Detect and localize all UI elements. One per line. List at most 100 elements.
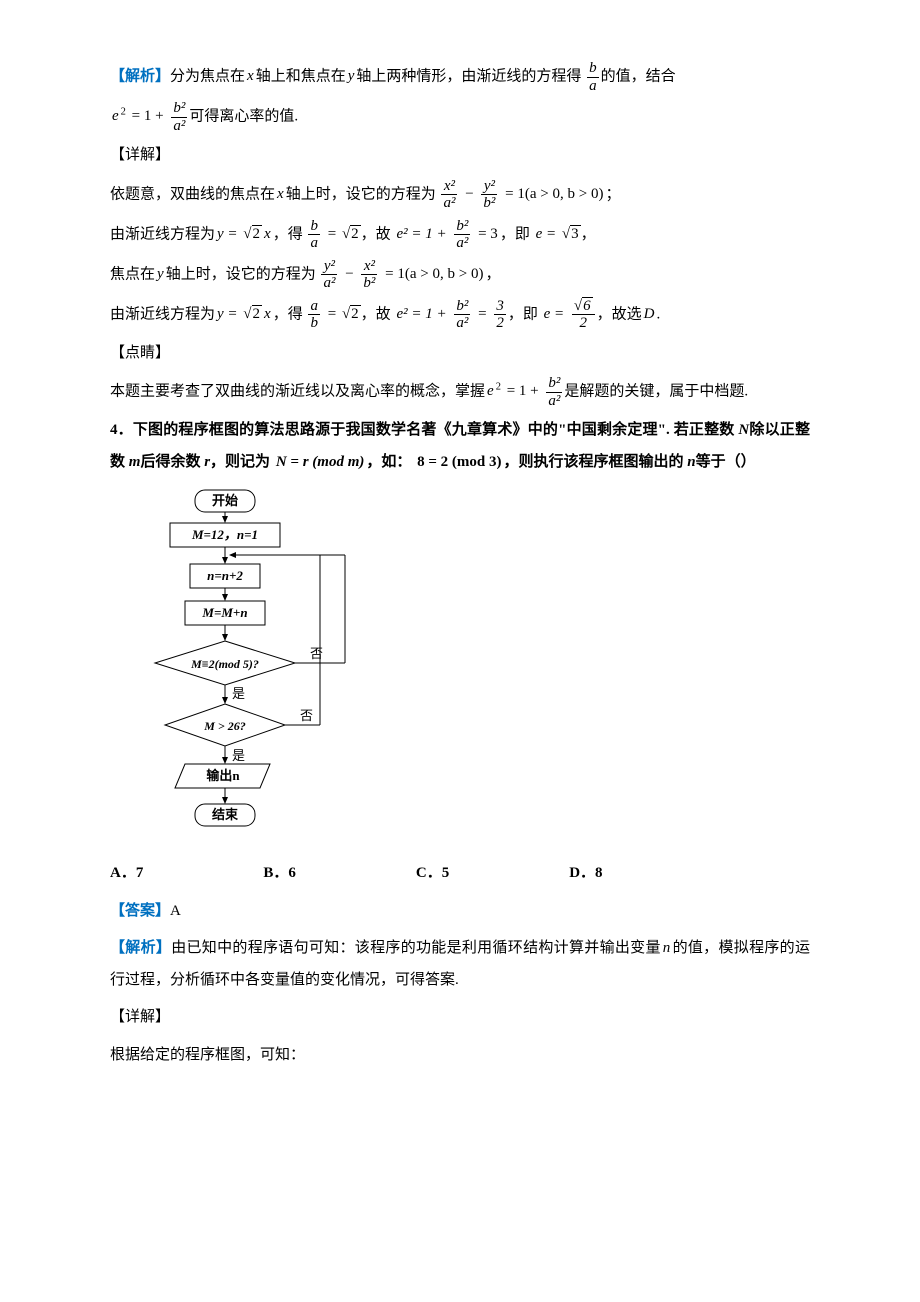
math: = 3 bbox=[472, 226, 499, 242]
fraction: b² a² bbox=[169, 100, 189, 134]
math-eq: = 1(a > 0, b > 0) bbox=[503, 186, 605, 202]
detail2-text: 根据给定的程序框图，可知： bbox=[110, 1040, 810, 1072]
math: e = bbox=[542, 306, 570, 322]
flowchart-svg: 开始 M=12，n=1 n=n+2 M=M+n M≡2(mod 5)? 否 bbox=[150, 488, 380, 848]
text: ，如： bbox=[366, 454, 411, 470]
denominator: b² bbox=[361, 275, 377, 292]
denominator: a bbox=[587, 78, 599, 95]
page: 【解析】分为焦点在x轴上和焦点在y轴上两种情形，由渐近线的方程得 b a 的值，… bbox=[0, 0, 920, 1302]
text: 后得余数 bbox=[140, 454, 200, 470]
text: ； bbox=[605, 186, 620, 202]
sqrt-icon: 6 bbox=[574, 298, 593, 315]
option-b: B．6 bbox=[263, 858, 296, 890]
detail-p1: 依题意，双曲线的焦点在x轴上时，设它的方程为 x²a² − y²b² = 1(a… bbox=[110, 178, 810, 212]
eq: = bbox=[472, 306, 492, 322]
fraction: x²b² bbox=[359, 258, 379, 292]
node-cond1: M≡2(mod 5)? bbox=[190, 657, 259, 671]
var-m: m bbox=[129, 454, 141, 470]
sqrt-icon: 2 bbox=[243, 219, 262, 251]
radicand: 2 bbox=[350, 305, 361, 322]
math-eq: = 1 + bbox=[126, 108, 169, 124]
var-n: n bbox=[687, 454, 695, 470]
question-4: 4．下图的程序框图的算法思路源于我国数学名著《九章算术》中的"中国剩余定理". … bbox=[110, 415, 810, 478]
minus: − bbox=[343, 266, 359, 282]
comment-para: 本题主要考查了双曲线的渐近线以及离心率的概念，掌握e2 = 1 + b²a²是解… bbox=[110, 375, 810, 409]
text: 依题意，双曲线的焦点在 bbox=[110, 186, 275, 202]
text: 由渐近线方程为 bbox=[110, 306, 215, 322]
math-e: e bbox=[110, 108, 121, 124]
numerator: x² bbox=[361, 258, 377, 276]
detail-p4: 由渐近线方程为y = 2x，得 ab = 2，故 e² = 1 + b²a² =… bbox=[110, 298, 810, 332]
radicand: 6 bbox=[582, 297, 593, 314]
denominator: a² bbox=[454, 315, 470, 332]
eq: = bbox=[322, 306, 342, 322]
text: ，则执行该程序框图输出的 bbox=[504, 454, 684, 470]
math: e = bbox=[534, 226, 562, 242]
denominator: a bbox=[308, 235, 320, 252]
fraction: ba bbox=[306, 218, 322, 252]
options-row: A．7 B．6 C．5 D．8 bbox=[110, 858, 810, 890]
math: e² = 1 + bbox=[394, 306, 452, 322]
numerator: b² bbox=[454, 298, 470, 316]
var-N: N bbox=[738, 422, 749, 438]
analysis-para-1: 【解析】分为焦点在x轴上和焦点在y轴上两种情形，由渐近线的方程得 b a 的值，… bbox=[110, 60, 810, 94]
text: 由已知中的程序语句可知：该程序的功能是利用循环结构计算并输出变量 bbox=[171, 940, 661, 956]
mod-eq: N = r (mod m) bbox=[274, 454, 367, 470]
math-y: y bbox=[155, 266, 166, 282]
numerator: 6 bbox=[572, 298, 595, 316]
text: 轴上时，设它的方程为 bbox=[166, 266, 316, 282]
fraction: ab bbox=[306, 298, 322, 332]
answer-line: 【答案】A bbox=[110, 896, 810, 928]
sqrt-icon: 2 bbox=[243, 299, 262, 331]
text: 等于（） bbox=[696, 454, 756, 470]
radicand: 2 bbox=[252, 225, 263, 242]
node-start: 开始 bbox=[212, 493, 238, 508]
text: 轴上时，设它的方程为 bbox=[286, 186, 436, 202]
sqrt-icon: 3 bbox=[562, 219, 581, 251]
analysis-para-2: e2 = 1 + b² a² 可得离心率的值. bbox=[110, 100, 810, 134]
node-cond2: M > 26? bbox=[203, 719, 246, 733]
fraction: b²a² bbox=[452, 298, 472, 332]
fraction: 62 bbox=[570, 298, 597, 332]
detail-p2: 由渐近线方程为y = 2x，得 ba = 2，故 e² = 1 + b²a² =… bbox=[110, 218, 810, 252]
text: 本题主要考查了双曲线的渐近线以及离心率的概念，掌握 bbox=[110, 383, 485, 399]
detail-label: 【详解】 bbox=[110, 140, 810, 172]
node-end: 结束 bbox=[212, 807, 239, 822]
text: ， bbox=[581, 226, 596, 242]
denominator: b² bbox=[481, 195, 497, 212]
text: ， bbox=[485, 266, 500, 282]
text: 轴上和焦点在 bbox=[256, 68, 346, 84]
answer-d: D bbox=[642, 306, 657, 322]
node-step1: n=n+2 bbox=[207, 568, 243, 583]
math-x: x bbox=[245, 68, 256, 84]
option-a: A．7 bbox=[110, 858, 143, 890]
label-yes-2: 是 bbox=[232, 748, 245, 763]
text: 的值，结合 bbox=[601, 68, 676, 84]
math-eq: = 1 + bbox=[501, 383, 544, 399]
node-init: M=12，n=1 bbox=[191, 527, 258, 542]
option-d: D．8 bbox=[569, 858, 602, 890]
comment-label: 【点睛】 bbox=[110, 338, 810, 370]
text: ，得 bbox=[273, 226, 303, 242]
numerator: y² bbox=[481, 178, 497, 196]
math-eq: = 1(a > 0, b > 0) bbox=[383, 266, 485, 282]
text: ，故 bbox=[361, 226, 391, 242]
analysis2-para: 【解析】由已知中的程序语句可知：该程序的功能是利用循环结构计算并输出变量n的值，… bbox=[110, 933, 810, 996]
text: ，则记为 bbox=[210, 454, 270, 470]
denominator: a² bbox=[454, 235, 470, 252]
math-x: x bbox=[275, 186, 286, 202]
minus: − bbox=[463, 186, 479, 202]
denominator: b bbox=[308, 315, 320, 332]
numerator: y² bbox=[321, 258, 337, 276]
eq: = bbox=[322, 226, 342, 242]
label-no: 否 bbox=[310, 646, 323, 661]
text: ，故 bbox=[361, 306, 391, 322]
math: e² = 1 + bbox=[394, 226, 452, 242]
denominator: a² bbox=[441, 195, 457, 212]
math-e: e bbox=[485, 383, 496, 399]
numerator: b² bbox=[171, 100, 187, 118]
denominator: a² bbox=[171, 118, 187, 135]
fraction: b a bbox=[585, 60, 601, 94]
fraction: 32 bbox=[492, 298, 508, 332]
flowchart: 开始 M=12，n=1 n=n+2 M=M+n M≡2(mod 5)? 否 bbox=[150, 488, 810, 848]
